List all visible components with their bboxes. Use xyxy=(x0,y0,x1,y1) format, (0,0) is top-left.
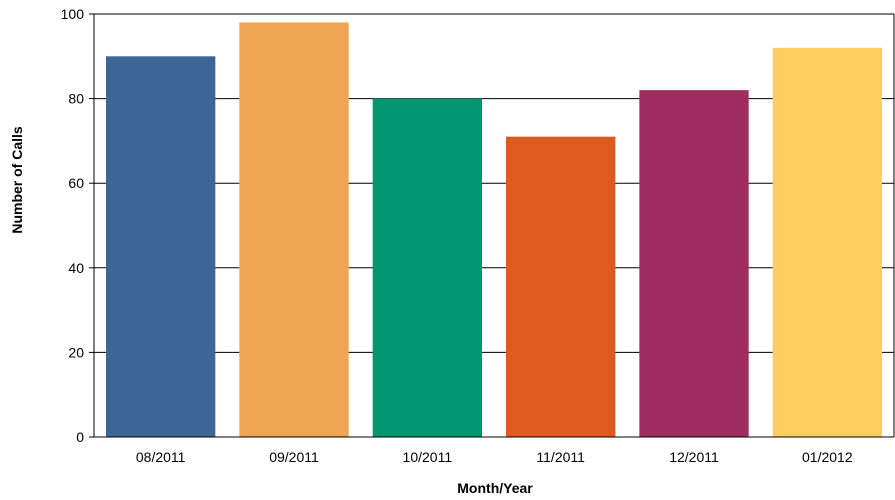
bar-09-2011 xyxy=(239,22,349,438)
bar-10-2011 xyxy=(372,98,482,437)
bars xyxy=(106,22,882,438)
bar-01-2012 xyxy=(772,47,882,438)
x-tick-label: 12/2011 xyxy=(669,449,719,465)
y-tick-label: 40 xyxy=(68,260,84,276)
axes xyxy=(89,13,895,438)
x-tick-label: 10/2011 xyxy=(403,449,453,465)
bar-12-2011 xyxy=(639,90,749,437)
y-tick-label: 80 xyxy=(68,91,84,107)
bar-08-2011 xyxy=(106,56,216,438)
y-tick-label: 20 xyxy=(68,344,84,360)
y-tick-label: 100 xyxy=(61,6,85,22)
y-tick-label: 0 xyxy=(76,429,84,445)
x-tick-label: 09/2011 xyxy=(269,449,319,465)
x-tick-label: 11/2011 xyxy=(536,449,585,465)
x-axis-title: Month/Year xyxy=(457,480,533,496)
x-tick-label: 08/2011 xyxy=(136,449,186,465)
x-tick-labels: 08/2011 09/2011 10/2011 11/2011 12/2011 01/20… xyxy=(136,449,853,465)
y-axis-title: Number of Calls xyxy=(9,126,25,234)
bar-11-2011 xyxy=(506,136,616,438)
y-tick-labels: 0 20 40 60 80 100 xyxy=(61,6,85,445)
x-tick-label: 01/2012 xyxy=(802,449,853,465)
y-tick-label: 60 xyxy=(68,175,84,191)
